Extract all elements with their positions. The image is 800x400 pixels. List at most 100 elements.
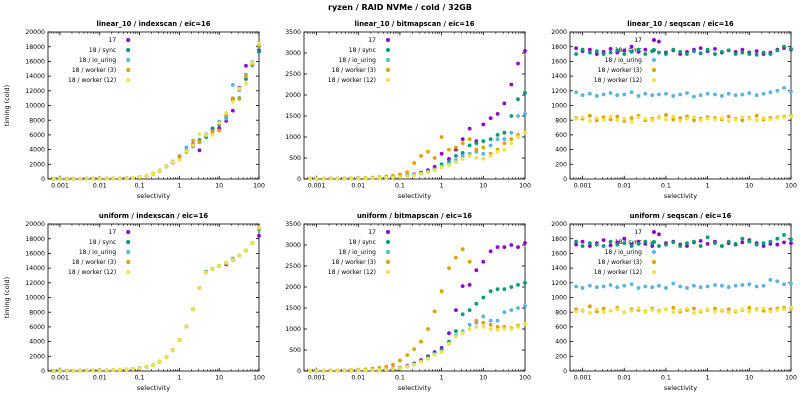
y-tick-label: 0 (41, 176, 45, 183)
x-tick-label: 0.1 (395, 375, 405, 382)
y-tick-label: 14000 (25, 73, 45, 80)
y-tick-label: 400 (555, 339, 567, 346)
y-tick-label: 3000 (285, 242, 301, 249)
legend-marker (126, 68, 131, 72)
x-axis-label: selectivity (664, 192, 697, 200)
legend-marker (126, 260, 131, 264)
legend-label: 18 / worker (12) (68, 77, 116, 84)
y-tick-label: 2000 (29, 353, 45, 360)
chart-2: linear_10 / seqscan / eic=16 0 200 400 600 80… (551, 20, 797, 200)
y-tick-label: 6000 (29, 132, 45, 139)
chart-3: uniform / indexscan / eic=16 0 2000 4000 600… (3, 212, 265, 392)
x-tick-label: 0.001 (308, 375, 326, 382)
legend-marker (126, 48, 131, 52)
legend-label: 18 / io_uring (79, 249, 117, 256)
y-tick-label: 1000 (285, 134, 301, 141)
legend-marker (651, 260, 656, 264)
legend-marker (651, 78, 656, 82)
legend-marker (385, 250, 390, 254)
legend-label: 17 (368, 229, 376, 236)
x-tick-label: 100 (253, 375, 265, 382)
y-tick-label: 800 (555, 309, 567, 316)
legend-marker (385, 78, 390, 82)
y-tick-label: 1400 (551, 265, 567, 272)
series-points (308, 247, 527, 373)
y-tick-label: 1400 (551, 73, 567, 80)
x-axis-label: selectivity (398, 192, 431, 200)
y-tick-label: 4000 (29, 147, 45, 154)
y-tick-label: 2500 (285, 71, 301, 78)
legend-label: 18 / worker (12) (328, 269, 376, 276)
legend-label: 18 / worker (3) (332, 259, 376, 266)
x-axis-label: selectivity (664, 384, 697, 392)
y-tick-label: 1500 (285, 305, 301, 312)
y-tick-label: 0 (41, 368, 45, 375)
x-tick-label: 0.01 (351, 375, 365, 382)
y-tick-label: 3000 (285, 50, 301, 57)
x-tick-label: 1 (177, 183, 181, 190)
x-tick-label: 0.1 (661, 375, 671, 382)
y-tick-label: 18000 (25, 236, 45, 243)
legend-marker (385, 240, 390, 244)
y-tick-label: 200 (555, 353, 567, 360)
y-tick-label: 1800 (551, 236, 567, 243)
series-points (574, 113, 793, 123)
legend-marker (385, 38, 390, 42)
plot-linear10-indexscan: linear_10 / indexscan / eic=16 0 2000 4000 6… (0, 16, 266, 208)
axes (47, 31, 260, 180)
y-tick-label: 14000 (25, 265, 45, 272)
chart-5: uniform / seqscan / eic=16 0 200 400 600 800 1… (551, 212, 797, 392)
legend: 17 18 / sync 18 / io_uring 18 / worker (3) 1… (328, 229, 390, 276)
y-tick-label: 1000 (285, 326, 301, 333)
x-tick-label: 1 (706, 183, 710, 190)
x-tick-label: 1 (440, 375, 444, 382)
legend-marker (126, 58, 131, 62)
chart-0: linear_10 / indexscan / eic=16 0 2000 4000 6… (3, 20, 265, 200)
y-tick-label: 2000 (285, 284, 301, 291)
chart-1: linear_10 / bitmapscan / eic=16 0 500 1000 1… (285, 20, 531, 200)
y-tick-label: 500 (289, 155, 301, 162)
legend-marker (126, 230, 131, 234)
series-points (574, 114, 793, 124)
y-tick-label: 0 (297, 176, 301, 183)
legend-label: 18 / sync (349, 239, 376, 246)
series-points (574, 232, 793, 248)
x-tick-label: 10 (745, 375, 753, 382)
y-tick-label: 600 (555, 132, 567, 139)
legend-label: 18 / worker (12) (594, 77, 642, 84)
legend-label: 18 / worker (12) (328, 77, 376, 84)
legend: 17 18 / sync 18 / io_uring 18 / worker (3) 1… (68, 37, 131, 84)
plot-uniform-indexscan: uniform / indexscan / eic=16 0 2000 4000 600… (0, 208, 266, 400)
legend-label: 18 / worker (3) (598, 67, 642, 74)
y-tick-label: 10000 (25, 103, 45, 110)
axes (569, 31, 792, 180)
y-tick-label: 2500 (285, 263, 301, 270)
x-axis-label: selectivity (137, 384, 170, 392)
x-tick-label: 10 (215, 375, 223, 382)
x-tick-label: 0.001 (574, 375, 592, 382)
legend-marker (651, 230, 656, 234)
x-tick-label: 0.001 (51, 375, 69, 382)
y-tick-label: 12000 (25, 88, 45, 95)
y-tick-label: 1000 (551, 103, 567, 110)
legend-label: 18 / worker (3) (72, 67, 116, 74)
legend-label: 17 (634, 37, 642, 44)
page-title: ryzen / RAID NVMe / cold / 32GB (328, 3, 472, 12)
x-tick-label: 0.001 (574, 183, 592, 190)
series-points (308, 280, 527, 373)
legend-label: 18 / sync (89, 239, 116, 246)
y-tick-label: 1200 (551, 88, 567, 95)
legend-marker (385, 48, 390, 52)
y-tick-label: 600 (555, 324, 567, 331)
legend-marker (651, 38, 656, 42)
legend-label: 18 / sync (349, 47, 376, 54)
legend-marker (385, 68, 390, 72)
x-tick-label: 0.01 (93, 183, 107, 190)
series-points (308, 91, 527, 181)
series-points (51, 225, 261, 373)
legend-label: 18 / worker (12) (68, 269, 116, 276)
legend-marker (651, 68, 656, 72)
y-tick-label: 2000 (285, 92, 301, 99)
x-tick-label: 0.1 (135, 375, 145, 382)
x-tick-label: 0.1 (395, 183, 405, 190)
